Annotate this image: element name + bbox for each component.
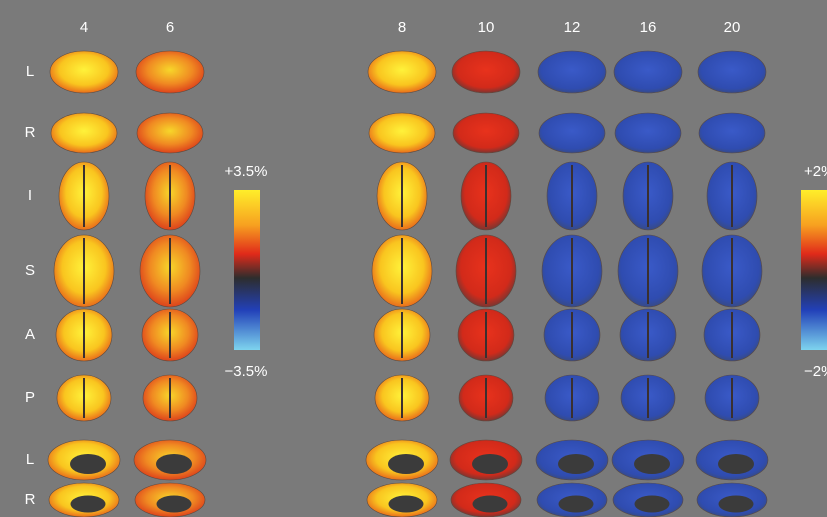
brain-view	[368, 112, 436, 154]
column-label: 8	[398, 19, 406, 36]
brain-medial-wall	[634, 495, 670, 513]
brain-view	[614, 112, 682, 154]
brain-view	[538, 112, 606, 154]
colorbar-min-label: −3.5%	[225, 363, 268, 380]
brain-medial-wall	[156, 454, 192, 474]
brain-medial-wall	[558, 495, 594, 513]
brain-medial-wall	[70, 454, 106, 474]
brain-medial-wall	[70, 495, 106, 513]
column-label: 12	[564, 19, 581, 36]
brain-view	[697, 50, 767, 94]
brain-medial-wall	[718, 454, 754, 474]
brain-medial-wall	[156, 495, 192, 513]
brain-view	[452, 112, 520, 154]
brain-view	[135, 50, 205, 94]
row-label: P	[25, 389, 35, 406]
brain-view	[698, 112, 766, 154]
brain-medial-wall	[718, 495, 754, 513]
colorbar-right	[801, 190, 827, 350]
column-label: 4	[80, 19, 88, 36]
colorbar-max-label: +3.5%	[225, 163, 268, 180]
column-label: 20	[724, 19, 741, 36]
colorbar-left	[234, 190, 260, 350]
row-label: L	[26, 63, 34, 80]
column-label: 16	[640, 19, 657, 36]
brain-medial-wall	[472, 454, 508, 474]
brain-view	[136, 112, 204, 154]
row-label: S	[25, 262, 35, 279]
brain-medial-wall	[388, 454, 424, 474]
row-label: A	[25, 326, 35, 343]
colorbar-min-label: −2%	[804, 363, 827, 380]
row-label: L	[26, 451, 34, 468]
brain-view	[49, 50, 119, 94]
brain-medial-wall	[388, 495, 424, 513]
brain-view	[367, 50, 437, 94]
brain-view	[50, 112, 118, 154]
brain-medial-wall	[634, 454, 670, 474]
row-label: R	[25, 491, 36, 508]
row-label: R	[25, 124, 36, 141]
column-label: 10	[478, 19, 495, 36]
column-label: 6	[166, 19, 174, 36]
brain-view	[537, 50, 607, 94]
brain-medial-wall	[472, 495, 508, 513]
row-label: I	[28, 187, 32, 204]
brain-medial-wall	[558, 454, 594, 474]
colorbar-max-label: +2%	[804, 163, 827, 180]
brain-view	[613, 50, 683, 94]
brain-view	[451, 50, 521, 94]
